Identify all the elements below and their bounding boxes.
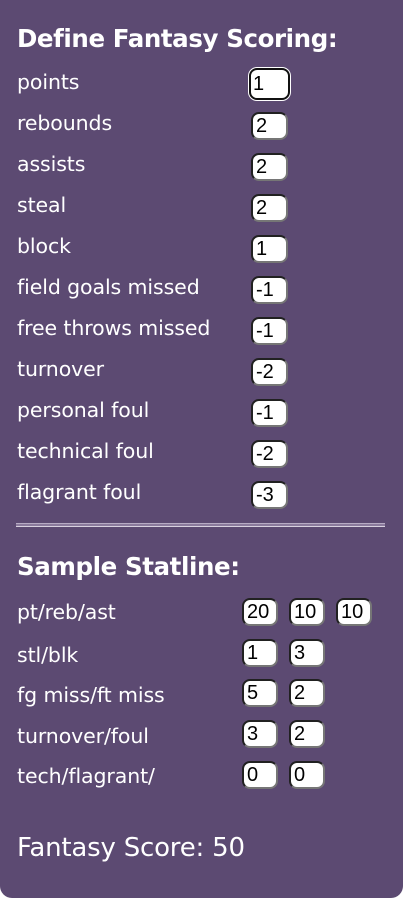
- sample-ft-miss-input[interactable]: [289, 679, 325, 707]
- rebounds-weight-input[interactable]: [251, 112, 288, 140]
- sample-fg-miss-input[interactable]: [242, 679, 278, 707]
- sample-blocks-input[interactable]: [289, 639, 325, 667]
- turnover-weight-input[interactable]: [251, 358, 288, 386]
- scoring-label-turnover: turnover: [17, 357, 105, 381]
- technical-foul-weight-input[interactable]: [251, 440, 288, 468]
- sample-steals-input[interactable]: [242, 639, 278, 667]
- sample-rebounds-input[interactable]: [289, 598, 325, 626]
- scoring-title: Define Fantasy Scoring:: [17, 24, 338, 53]
- scoring-label-steal: steal: [17, 193, 67, 217]
- scoring-label-assists: assists: [17, 152, 86, 176]
- steal-weight-input[interactable]: [251, 194, 288, 222]
- fantasy-score-result: Fantasy Score: 50: [17, 833, 245, 863]
- scoring-label-ft-missed: free throws missed: [17, 316, 211, 340]
- personal-foul-weight-input[interactable]: [251, 399, 288, 427]
- scoring-label-fg-missed: field goals missed: [17, 275, 200, 299]
- block-weight-input[interactable]: [251, 235, 288, 263]
- fg-missed-weight-input[interactable]: [251, 276, 288, 304]
- scoring-label-personal-foul: personal foul: [17, 398, 150, 422]
- sample-fouls-input[interactable]: [289, 720, 325, 748]
- sample-label-fg-ft-miss: fg miss/ft miss: [17, 683, 165, 707]
- sample-label-tech-flagrant: tech/flagrant/: [17, 764, 155, 788]
- sample-label-pt-reb-ast: pt/reb/ast: [17, 600, 116, 624]
- section-divider: [16, 523, 385, 527]
- sample-flagrant-input[interactable]: [289, 761, 325, 789]
- sample-label-stl-blk: stl/blk: [17, 643, 79, 667]
- assists-weight-input[interactable]: [251, 153, 288, 181]
- scoring-label-flagrant-foul: flagrant foul: [17, 480, 142, 504]
- scoring-label-rebounds: rebounds: [17, 111, 113, 135]
- sample-label-turnover-foul: turnover/foul: [17, 724, 149, 748]
- sample-title: Sample Statline:: [17, 552, 240, 581]
- sample-tech-input[interactable]: [242, 761, 278, 789]
- flagrant-foul-weight-input[interactable]: [251, 481, 288, 509]
- scoring-label-technical-foul: technical foul: [17, 439, 154, 463]
- scoring-label-points: points: [17, 70, 80, 94]
- scoring-label-block: block: [17, 234, 71, 258]
- sample-turnovers-input[interactable]: [242, 720, 278, 748]
- points-weight-input[interactable]: [249, 68, 290, 100]
- ft-missed-weight-input[interactable]: [251, 317, 288, 345]
- sample-points-input[interactable]: [242, 598, 278, 626]
- sample-assists-input[interactable]: [336, 598, 372, 626]
